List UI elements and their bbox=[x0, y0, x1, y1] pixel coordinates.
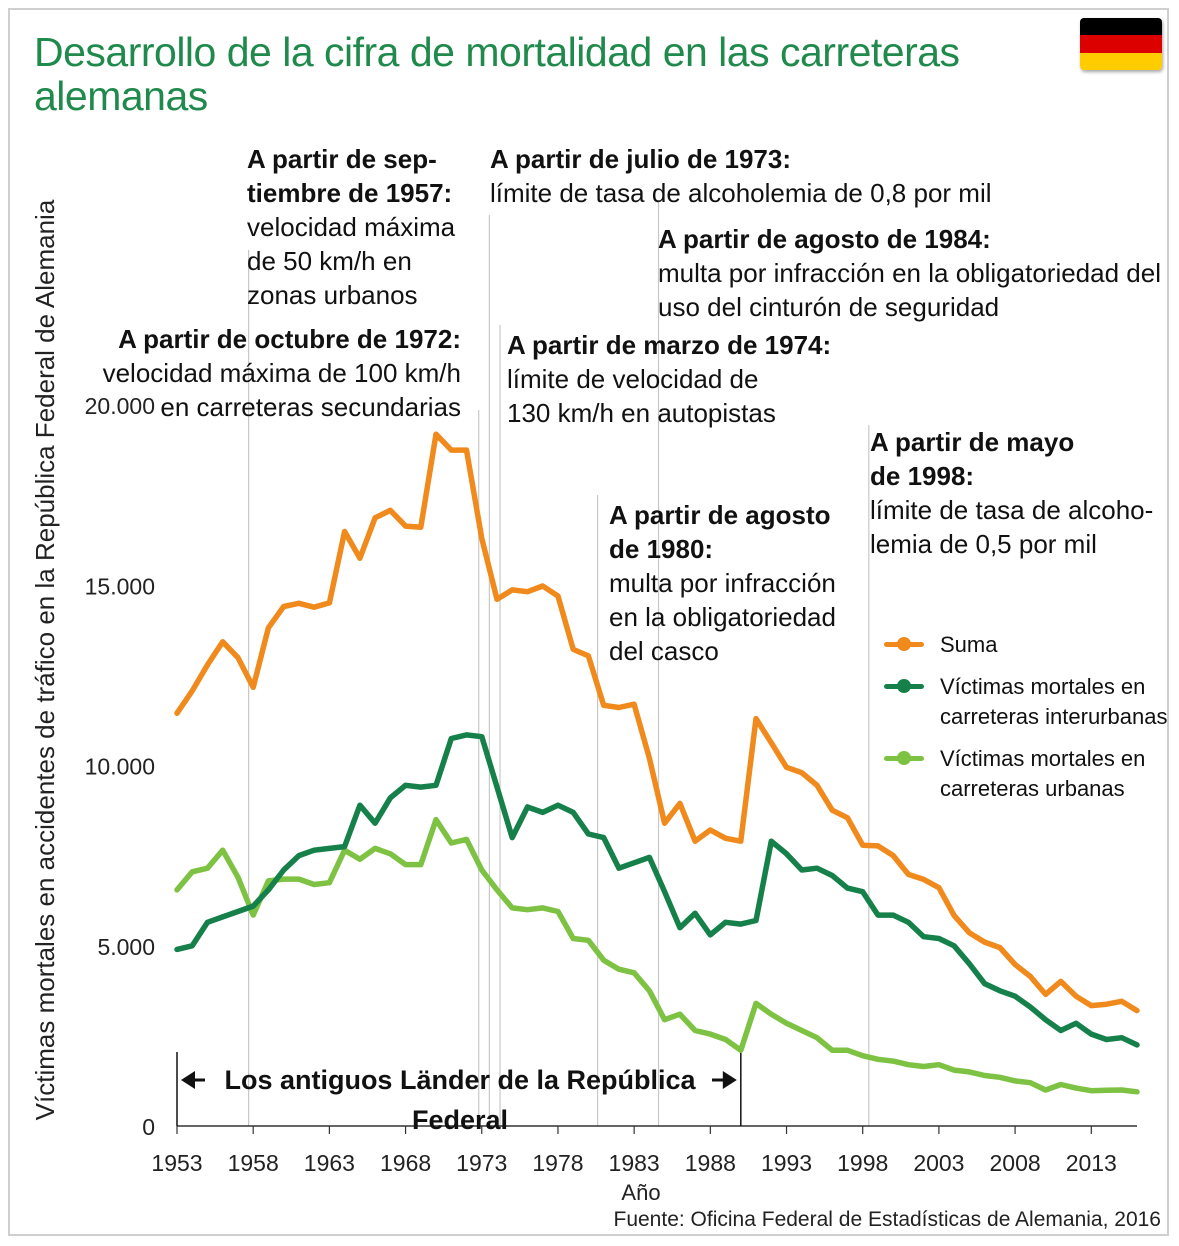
x-tick-label: 1973 bbox=[456, 1150, 507, 1176]
annotation-1973: A partir de julio de 1973: límite de tas… bbox=[490, 142, 992, 210]
x-tick-label: 1983 bbox=[609, 1150, 660, 1176]
y-axis-label: Víctimas mortales en accidentes de tráfi… bbox=[30, 199, 60, 1121]
annotation-line: en carreteras secundarias bbox=[160, 392, 461, 422]
period-arrow-right-head bbox=[722, 1071, 737, 1089]
legend-swatch-dot bbox=[897, 751, 911, 765]
annotation-heading-line: tiembre de 1957: bbox=[247, 178, 453, 208]
y-tick-label: 15.000 bbox=[85, 573, 155, 599]
x-tick-label: 1963 bbox=[304, 1150, 355, 1176]
annotation-line: de 50 km/h en bbox=[247, 246, 412, 276]
annotation-heading-line: A partir de marzo de 1974: bbox=[507, 330, 832, 360]
annotation-1972: A partir de octubre de 1972: velocidad m… bbox=[103, 322, 461, 424]
x-tick-label: 1993 bbox=[761, 1150, 812, 1176]
source-note: Fuente: Oficina Federal de Estadísticas … bbox=[613, 1208, 1162, 1231]
german-flag-icon bbox=[1080, 18, 1162, 70]
figure-frame bbox=[8, 8, 1169, 1236]
legend-item-interurban: Víctimas mortales en carreteras interurba… bbox=[884, 672, 1167, 732]
x-tick-label: 2013 bbox=[1066, 1150, 1117, 1176]
annotation-1980: A partir de agosto de 1980: multa por in… bbox=[609, 498, 836, 668]
annotation-1984: A partir de agosto de 1984: multa por in… bbox=[658, 222, 1161, 324]
period-arrow-left-head bbox=[181, 1071, 195, 1089]
annotation-heading-line: A partir de julio de 1973: bbox=[490, 144, 792, 174]
annotation-line: 130 km/h en autopistas bbox=[507, 398, 776, 428]
annotation-line: del casco bbox=[609, 636, 719, 666]
annotation-line: lemia de 0,5 por mil bbox=[870, 529, 1097, 559]
x-tick-label: 2008 bbox=[990, 1150, 1041, 1176]
series-line-total bbox=[174, 431, 1140, 1014]
annotation-line: límite de velocidad de bbox=[507, 364, 759, 394]
x-tick-label: 1988 bbox=[685, 1150, 736, 1176]
annotation-line: velocidad máxima de 100 km/h bbox=[102, 358, 461, 388]
x-tick-label: 1958 bbox=[228, 1150, 279, 1176]
annotation-heading-line: A partir de agosto de 1984: bbox=[658, 224, 991, 254]
legend-swatch-dot bbox=[897, 679, 911, 693]
x-tick-label: 1998 bbox=[837, 1150, 888, 1176]
annotation-line: multa por infracción en la obligatorieda… bbox=[658, 258, 1161, 288]
annotation-heading-line: A partir de sep- bbox=[247, 144, 437, 174]
x-tick-label: 2003 bbox=[913, 1150, 964, 1176]
legend-item-urban: Víctimas mortales en carreteras urbanas bbox=[884, 744, 1167, 804]
annotation-heading-line: de 1998: bbox=[870, 461, 975, 491]
annotation-line: multa por infracción bbox=[609, 568, 836, 598]
annotation-heading-line: A partir de octubre de 1972: bbox=[118, 324, 461, 354]
annotation-line: límite de tasa de alcoholemia de 0,8 por… bbox=[490, 178, 992, 208]
annotation-1957: A partir de sep- tiembre de 1957: veloci… bbox=[247, 142, 455, 312]
annotation-1998: A partir de mayo de 1998: límite de tasa… bbox=[870, 425, 1153, 561]
annotation-heading-line: de 1980: bbox=[609, 534, 714, 564]
legend-label: Suma bbox=[940, 632, 998, 657]
annotation-line: zonas urbanos bbox=[247, 280, 418, 310]
annotation-heading-line: A partir de agosto bbox=[609, 500, 831, 530]
y-tick-label: 20.000 bbox=[85, 393, 155, 419]
annotation-line: velocidad máxima bbox=[247, 212, 456, 242]
legend-label: Víctimas mortales en carreteras urbanas bbox=[940, 746, 1146, 801]
series-line-interurban bbox=[174, 732, 1140, 1048]
x-axis-label: Año bbox=[621, 1180, 661, 1205]
period-band-label: Los antiguos Länder de la República Fede… bbox=[224, 1065, 696, 1135]
series-line-urban bbox=[174, 816, 1140, 1095]
annotation-line: límite de tasa de alcoho- bbox=[870, 495, 1154, 525]
x-tick-label: 1953 bbox=[151, 1150, 202, 1176]
y-tick-label: 0 bbox=[142, 1114, 155, 1140]
legend-item-total: Suma bbox=[884, 630, 1167, 660]
annotation-1974: A partir de marzo de 1974: límite de vel… bbox=[507, 328, 831, 430]
annotation-heading-line: A partir de mayo bbox=[870, 427, 1075, 457]
annotation-line: uso del cinturón de seguridad bbox=[658, 292, 1000, 322]
x-tick-label: 1978 bbox=[532, 1150, 583, 1176]
chart-legend: Suma Víctimas mortales en carreteras inte… bbox=[884, 630, 1167, 816]
y-tick-label: 5.000 bbox=[97, 934, 155, 960]
annotation-line: en la obligatoriedad bbox=[609, 602, 836, 632]
legend-label: Víctimas mortales en carreteras interurba… bbox=[940, 674, 1168, 729]
y-tick-label: 10.000 bbox=[85, 754, 155, 780]
legend-swatch-dot bbox=[897, 637, 911, 651]
x-tick-label: 1968 bbox=[380, 1150, 431, 1176]
chart-title: Desarrollo de la cifra de mortalidad en … bbox=[34, 29, 960, 119]
